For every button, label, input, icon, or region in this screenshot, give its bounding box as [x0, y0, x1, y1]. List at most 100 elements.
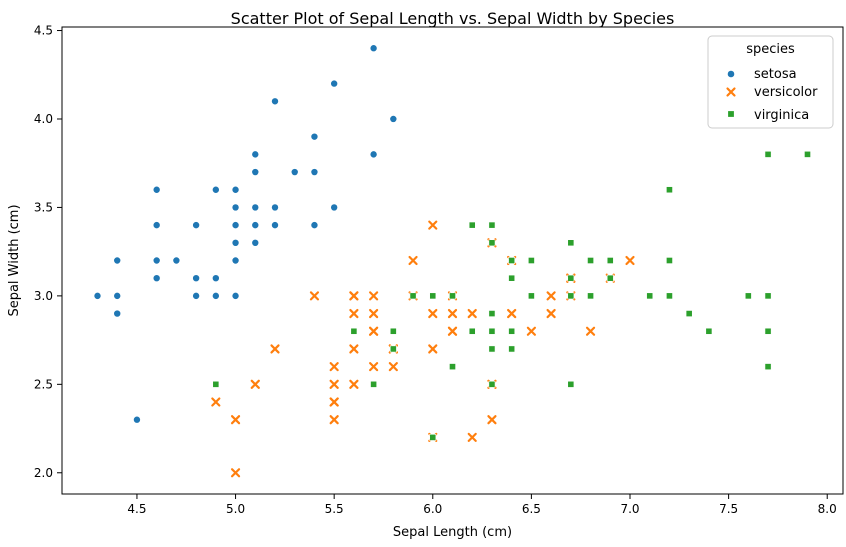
series-setosa: [93, 44, 398, 424]
point-setosa-2: [211, 291, 220, 300]
point-virginica-44: [587, 257, 594, 264]
legend-item-virginica: virginica: [727, 108, 809, 123]
legend-title: species: [746, 42, 795, 57]
point-setosa-37: [330, 203, 339, 212]
point-virginica-30: [666, 292, 673, 300]
point-virginica-6: [744, 292, 752, 300]
point-versicolor-24: [447, 326, 458, 336]
point-versicolor-1: [625, 255, 635, 266]
legend-item-versicolor: versicolor: [726, 85, 818, 100]
point-setosa-42: [132, 415, 141, 424]
chart-title: Scatter Plot of Sepal Length vs. Sepal W…: [231, 9, 675, 28]
point-virginica-13: [587, 292, 594, 300]
y-tick-label-3.5: 3.5: [34, 200, 53, 214]
legend-label-setosa: setosa: [754, 67, 797, 82]
point-versicolor-49: [250, 379, 260, 389]
point-setosa-39: [113, 291, 122, 300]
series-virginica: [212, 150, 811, 441]
x-tick-label-7.0: 7.0: [620, 502, 639, 516]
point-virginica-14: [370, 380, 378, 388]
point-setosa-15: [389, 114, 398, 123]
point-setosa-44: [231, 203, 240, 212]
legend-marker-versicolor: [726, 87, 736, 97]
point-setosa-4: [152, 274, 161, 283]
y-tick-label-4.0: 4.0: [34, 112, 53, 126]
point-virginica-47: [488, 380, 496, 388]
y-tick-label-2.5: 2.5: [34, 377, 53, 391]
point-virginica-23: [764, 327, 772, 335]
point-virginica-34: [488, 327, 496, 335]
point-versicolor-46: [369, 291, 379, 301]
point-versicolor-36: [428, 220, 438, 230]
x-tick-label-6.0: 6.0: [423, 502, 442, 516]
point-virginica-45: [567, 239, 575, 247]
point-versicolor-50: [369, 326, 379, 336]
point-virginica-50: [409, 292, 417, 300]
point-virginica-42: [606, 274, 614, 282]
legend: species setosa versicolor virginica: [707, 35, 834, 129]
point-virginica-38: [508, 274, 516, 282]
point-versicolor-21: [408, 255, 418, 266]
point-setosa-34: [330, 79, 339, 88]
point-virginica-46: [567, 292, 575, 300]
legend-marker-setosa: [727, 70, 735, 78]
x-axis-label: Sepal Length (cm): [393, 525, 512, 540]
point-setosa-30: [172, 256, 181, 265]
point-setosa-5: [231, 185, 240, 194]
point-versicolor-39: [349, 291, 359, 301]
point-setosa-29: [270, 221, 279, 230]
point-virginica-3: [646, 292, 654, 300]
point-setosa-11: [310, 168, 319, 177]
point-virginica-15: [389, 327, 397, 335]
point-versicolor-40: [329, 379, 339, 389]
legend-label-versicolor: versicolor: [754, 85, 818, 100]
point-virginica-37: [488, 221, 496, 229]
point-setosa-25: [192, 221, 201, 230]
point-virginica-16: [508, 257, 516, 264]
point-setosa-27: [231, 221, 240, 230]
point-versicolor-15: [349, 308, 359, 319]
point-virginica-35: [449, 363, 456, 371]
point-setosa-28: [270, 203, 279, 212]
point-versicolor-47: [369, 308, 379, 319]
x-tick-label-5.0: 5.0: [226, 502, 245, 516]
point-setosa-31: [192, 274, 201, 283]
y-tick-label-2.0: 2.0: [34, 466, 53, 480]
point-setosa-35: [211, 274, 220, 283]
legend-item-setosa: setosa: [727, 67, 797, 82]
point-virginica-7: [212, 380, 220, 388]
point-setosa-18: [251, 203, 260, 212]
point-setosa-46: [192, 291, 201, 300]
point-setosa-19: [369, 150, 378, 159]
point-setosa-32: [310, 221, 319, 230]
point-virginica-39: [429, 292, 437, 300]
point-setosa-36: [231, 256, 240, 265]
point-virginica-18: [764, 150, 772, 158]
point-versicolor-43: [388, 362, 398, 372]
point-setosa-16: [369, 44, 378, 53]
point-setosa-48: [152, 256, 161, 265]
point-setosa-26: [231, 291, 240, 300]
point-virginica-36: [764, 292, 772, 300]
point-virginica-28: [449, 292, 456, 300]
point-virginica-12: [508, 345, 516, 353]
point-setosa-9: [113, 309, 122, 318]
point-setosa-23: [152, 185, 161, 194]
point-versicolor-27: [585, 326, 596, 336]
point-setosa-40: [251, 221, 260, 230]
point-setosa-14: [93, 291, 102, 300]
point-versicolor-11: [230, 468, 241, 478]
point-setosa-24: [251, 238, 260, 247]
point-versicolor-34: [428, 344, 438, 354]
plot-frame: [61, 26, 844, 495]
point-versicolor-20: [349, 379, 359, 389]
point-setosa-47: [251, 150, 260, 159]
point-virginica-19: [764, 363, 772, 371]
point-versicolor-48: [467, 308, 477, 319]
x-tick-label-5.5: 5.5: [325, 502, 344, 516]
point-virginica-49: [468, 221, 476, 229]
point-versicolor-41: [329, 362, 339, 372]
point-versicolor-14: [447, 308, 458, 319]
